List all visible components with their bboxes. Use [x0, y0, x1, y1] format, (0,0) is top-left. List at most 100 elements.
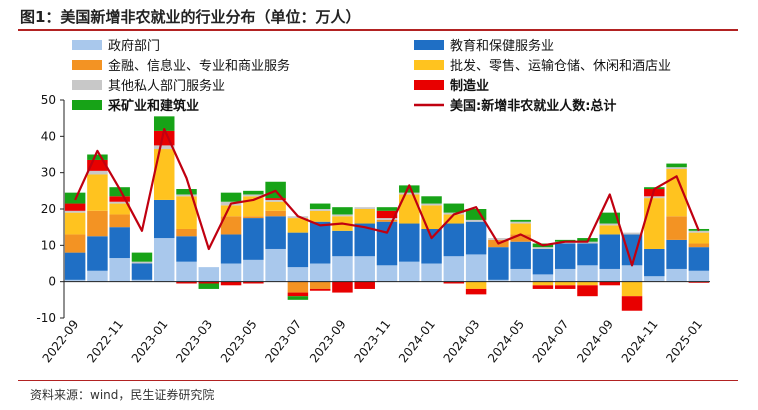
- legend-label: 制造业: [450, 78, 489, 94]
- bar-segment: [109, 201, 130, 204]
- x-tick-label: 2023-09: [307, 317, 349, 365]
- bar-segment: [577, 281, 598, 286]
- legend-item-1: 政府部门: [72, 39, 160, 54]
- series-group-3: [64, 210, 710, 293]
- y-tick-label: 40: [41, 129, 56, 143]
- bar-segment: [376, 218, 398, 220]
- x-tick-label: 2024-09: [574, 317, 616, 365]
- source-note: 资料来源：wind，民生证券研究院: [30, 388, 215, 402]
- legend-item-2: 教育和保健服务业: [414, 38, 554, 54]
- x-tick-label: 2023-07: [262, 317, 304, 365]
- bar-segment: [198, 283, 220, 289]
- bar-segment: [666, 163, 687, 168]
- bar-segment: [465, 209, 487, 220]
- bar-segment: [621, 265, 643, 282]
- bar-segment: [131, 279, 153, 282]
- legend-item-5: 其他私人部门服务业: [72, 78, 225, 94]
- legend-item-8: 美国:新增非农就业人数:总计: [414, 98, 616, 114]
- bar-segment: [332, 230, 353, 257]
- bar-segment: [688, 281, 710, 283]
- bar-segment: [176, 194, 197, 197]
- bar-segment: [554, 268, 576, 282]
- bar-segment: [109, 203, 130, 215]
- bar-segment: [243, 194, 264, 197]
- legend-label: 美国:新增非农就业人数:总计: [450, 98, 616, 114]
- bar-segment: [109, 258, 130, 282]
- bar-segment: [265, 210, 286, 217]
- bar-segment: [599, 281, 620, 286]
- bar-segment: [510, 234, 531, 242]
- bar-segment: [131, 263, 153, 280]
- y-tick-label: 20: [41, 202, 56, 216]
- bar-segment: [443, 214, 465, 224]
- bar-segment: [153, 116, 175, 131]
- bar-segment: [176, 228, 197, 237]
- bar-segment: [354, 209, 375, 224]
- bar-segment: [354, 223, 375, 257]
- bar-segment: [64, 210, 86, 213]
- x-tick-label: 2022-11: [84, 317, 126, 365]
- bar-segment: [532, 248, 554, 275]
- bar-segment: [309, 281, 331, 289]
- bar-segment: [399, 194, 420, 224]
- legend-swatch: [72, 80, 102, 90]
- bar-segment: [176, 261, 197, 282]
- bar-segment: [644, 248, 665, 277]
- bar-segment: [87, 210, 108, 237]
- series-group-1: [64, 238, 710, 282]
- bar-segment: [309, 209, 331, 211]
- bar-segment: [109, 187, 130, 197]
- bar-segment: [599, 225, 620, 235]
- bar-segment: [64, 234, 86, 253]
- bar-segment: [443, 223, 465, 257]
- bar-segment: [644, 196, 665, 199]
- bar-segment: [421, 203, 442, 206]
- bar-segment: [220, 234, 242, 264]
- bar-segment: [243, 218, 264, 260]
- bar-segment: [688, 270, 710, 282]
- x-tick-label: 2024-01: [396, 317, 438, 365]
- legend-label: 政府部门: [108, 39, 160, 54]
- bar-segment: [621, 234, 643, 266]
- bar-segment: [354, 207, 375, 209]
- bar-segment: [309, 288, 331, 291]
- bar-segment: [644, 276, 665, 282]
- bar-segment: [131, 261, 153, 264]
- x-tick-label: 2023-05: [218, 317, 260, 365]
- bar-segment: [554, 285, 576, 289]
- x-tick-label: 2023-11: [351, 317, 393, 365]
- bar-segment: [265, 198, 286, 200]
- bar-segment: [220, 205, 242, 217]
- bar-segment: [532, 274, 554, 282]
- bar-segment: [309, 221, 331, 264]
- bar-segment: [554, 243, 576, 269]
- bar-segment: [399, 192, 420, 195]
- bar-segment: [421, 205, 442, 229]
- bar-segment: [621, 296, 643, 311]
- y-tick-label: 0: [48, 275, 56, 289]
- bar-segment: [510, 268, 531, 282]
- legend-label: 其他私人部门服务业: [108, 78, 225, 94]
- bar-segment: [243, 190, 264, 195]
- bar-segment: [688, 230, 710, 233]
- bar-segment: [532, 247, 554, 249]
- bar-segment: [465, 221, 487, 255]
- bar-segment: [354, 256, 375, 282]
- total-payrolls-line: [74, 127, 700, 267]
- bar-segment: [287, 232, 309, 268]
- legend-item-6: 制造业: [414, 78, 489, 94]
- series-group-2: [64, 199, 710, 280]
- bar-segment: [443, 256, 465, 282]
- bar-segment: [577, 265, 598, 282]
- x-tick-label: 2023-01: [129, 317, 171, 365]
- bar-segment: [87, 159, 108, 171]
- bar-segment: [465, 288, 487, 295]
- y-tick-label: 30: [41, 166, 56, 180]
- bar-segment: [621, 232, 643, 235]
- bar-segment: [599, 223, 620, 226]
- bar-segment: [109, 214, 130, 228]
- legend-swatch: [72, 40, 102, 50]
- bar-segment: [488, 247, 509, 280]
- bar-segment: [688, 243, 710, 248]
